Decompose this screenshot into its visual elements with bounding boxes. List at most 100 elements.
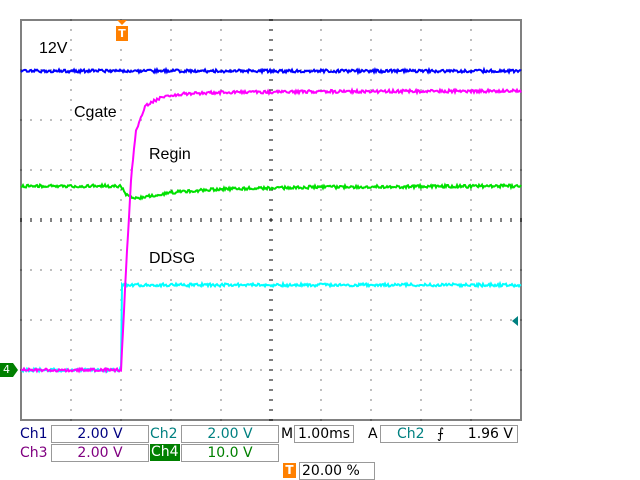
ch4-ground-marker[interactable]: 4: [0, 363, 13, 377]
grid-dot: [351, 370, 352, 371]
grid-dot: [121, 180, 122, 181]
grid-dot: [171, 230, 172, 231]
grid-dot: [371, 130, 372, 131]
trace-ddsg: [21, 284, 521, 372]
grid-dot: [171, 330, 172, 331]
grid-dot: [521, 270, 522, 271]
grid-dot: [121, 120, 122, 121]
grid-dot: [171, 80, 172, 81]
grid-dot: [201, 120, 202, 121]
grid-dot: [371, 270, 372, 271]
grid-dot: [441, 120, 442, 121]
grid-dot: [121, 390, 122, 391]
grid-dot: [401, 270, 402, 271]
grid-dot: [471, 300, 472, 301]
grid-dot: [321, 390, 322, 391]
grid-dot: [471, 420, 472, 421]
grid-dot: [421, 210, 422, 211]
grid-dot: [41, 170, 42, 171]
grid-dot: [151, 270, 152, 271]
grid-dot: [491, 270, 492, 271]
grid-dot: [191, 370, 192, 371]
grid-dot: [201, 370, 202, 371]
trace-cgate: [21, 90, 521, 372]
grid-dot: [371, 280, 372, 281]
grid-dot: [71, 20, 72, 21]
grid-dot: [321, 290, 322, 291]
grid-dot: [371, 250, 372, 251]
grid-dot: [71, 410, 72, 411]
grid-dot: [171, 90, 172, 91]
grid-dot: [461, 370, 462, 371]
grid-dot: [421, 410, 422, 411]
grid-dot: [341, 170, 342, 171]
grid-dot: [321, 80, 322, 81]
grid-dot: [71, 350, 72, 351]
grid-dot: [71, 250, 72, 251]
grid-dot: [71, 110, 72, 111]
label-ddsg: DDSG: [149, 250, 195, 268]
grid-dot: [361, 370, 362, 371]
grid-dot: [411, 120, 412, 121]
grid-dot: [151, 120, 152, 121]
grid-dot: [321, 30, 322, 31]
grid-dot: [371, 340, 372, 341]
grid-dot: [171, 290, 172, 291]
grid-dot: [211, 120, 212, 121]
grid-dot: [421, 150, 422, 151]
grid-dot: [341, 320, 342, 321]
trigger-marker[interactable]: T: [116, 26, 128, 41]
grid-dot: [421, 330, 422, 331]
grid-dot: [171, 50, 172, 51]
grid-dot: [461, 270, 462, 271]
grid-dot: [71, 130, 72, 131]
grid-dot: [321, 150, 322, 151]
grid-dot: [321, 180, 322, 181]
grid-dot: [181, 320, 182, 321]
grid-dot: [371, 200, 372, 201]
grid-dot: [251, 320, 252, 321]
grid-dot: [171, 380, 172, 381]
grid-dot: [301, 270, 302, 271]
grid-dot: [71, 60, 72, 61]
grid-dot: [31, 320, 32, 321]
grid-dot: [71, 330, 72, 331]
grid-dot: [171, 350, 172, 351]
grid-dot: [471, 160, 472, 161]
grid-dot: [351, 120, 352, 121]
grid-dot: [221, 140, 222, 141]
grid-dot: [371, 140, 372, 141]
grid-dot: [221, 120, 222, 121]
grid-dot: [511, 270, 512, 271]
grid-dot: [121, 60, 122, 61]
grid-dot: [421, 180, 422, 181]
grid-dot: [471, 130, 472, 131]
grid-dot: [71, 340, 72, 341]
grid-dot: [21, 120, 22, 121]
grid-dot: [31, 170, 32, 171]
grid-dot: [221, 100, 222, 101]
grid-dot: [141, 170, 142, 171]
grid-dot: [71, 400, 72, 401]
grid-dot: [121, 200, 122, 201]
grid-dot: [421, 380, 422, 381]
grid-dot: [421, 370, 422, 371]
grid-dot: [181, 120, 182, 121]
grid-dot: [291, 370, 292, 371]
grid-dot: [121, 140, 122, 141]
grid-dot: [471, 30, 472, 31]
grid-dot: [521, 170, 522, 171]
grid-dot: [171, 320, 172, 321]
grid-dot: [71, 380, 72, 381]
grid-dot: [231, 320, 232, 321]
grid-dot: [171, 30, 172, 31]
grid-dot: [231, 120, 232, 121]
timebase-value: 1.00ms: [294, 425, 354, 443]
grid-dot: [71, 270, 72, 271]
grid-dot: [221, 30, 222, 31]
grid-dot: [321, 360, 322, 361]
grid-dot: [421, 230, 422, 231]
grid-dot: [71, 320, 72, 321]
grid-dot: [101, 270, 102, 271]
grid-dot: [171, 390, 172, 391]
